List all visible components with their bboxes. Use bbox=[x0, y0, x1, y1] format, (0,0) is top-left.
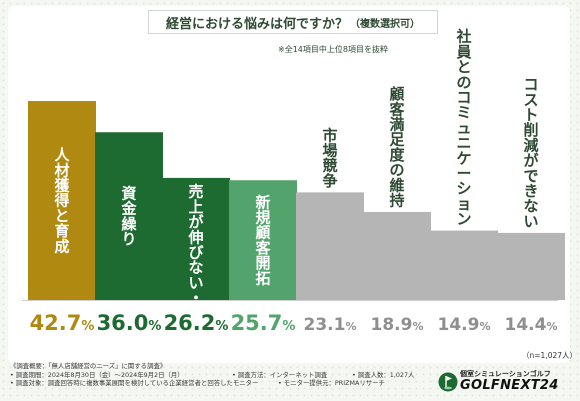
bar-1 bbox=[28, 101, 96, 300]
category-label-7: 社員とのコミュニケーション bbox=[455, 28, 471, 228]
bar-6 bbox=[363, 211, 431, 300]
chart-title-box: 経営における悩みは何ですか？ （複数選択可） bbox=[148, 10, 438, 34]
value-label-2: 36.0% bbox=[97, 311, 162, 335]
bar-7 bbox=[430, 230, 498, 300]
chart-note: ※全14項目中上位8項目を抜粋 bbox=[278, 45, 388, 54]
category-label-3: 売上が伸びない・不安定 bbox=[187, 183, 204, 353]
bar-4 bbox=[229, 180, 297, 300]
bar-3 bbox=[162, 177, 230, 300]
chart-title: 経営における悩みは何ですか？ bbox=[165, 16, 348, 32]
bar-5 bbox=[296, 192, 364, 300]
value-label-3: 26.2% bbox=[164, 311, 229, 335]
value-label-4: 25.7% bbox=[231, 311, 296, 335]
brand-block: 個室シミュレーションゴルフ GOLFNEXT24 bbox=[436, 368, 576, 396]
brand-name: GOLFNEXT24 bbox=[460, 378, 559, 393]
category-label-6: 顧客満足度の維持 bbox=[388, 85, 405, 209]
category-label-5: 市場競争 bbox=[322, 126, 337, 190]
value-label-1: 42.7% bbox=[30, 311, 95, 335]
value-label-7: 14.9% bbox=[438, 315, 491, 335]
survey-respondents: • 調査人数：1,027人 bbox=[352, 370, 415, 379]
bar-2 bbox=[95, 132, 163, 300]
survey-method: • 調査方法：インターネット調査 bbox=[232, 370, 328, 379]
survey-footer: 《調査概要：「無人店舗経営のニーズ」に関する調査》 • 調査期間：2024年8月… bbox=[10, 362, 430, 388]
brand-subtitle: 個室シミュレーションゴルフ bbox=[460, 370, 551, 378]
survey-target: • 調査対象：調査回答時に複数事業展開を検討している企業経営者と回答したモニター bbox=[10, 379, 259, 388]
bar-8 bbox=[497, 232, 565, 300]
golf-flag-icon bbox=[438, 372, 458, 392]
category-label-4: 新規顧客開拓 bbox=[254, 193, 271, 287]
survey-period: • 調査期間：2024年8月30日（金）〜2024年9月2日（月） bbox=[10, 370, 184, 379]
chart-title-sub: （複数選択可） bbox=[350, 18, 420, 30]
category-label-8: コスト削減ができない bbox=[523, 76, 539, 231]
value-label-5: 23.1% bbox=[304, 315, 357, 335]
survey-title: 《調査概要：「無人店舗経営のニーズ」に関する調査》 bbox=[10, 362, 167, 370]
sample-size-label: （n=1,027人） bbox=[522, 351, 578, 360]
category-label-1: 人材獲得と育成 bbox=[53, 146, 70, 255]
category-label-2: 資金繰り bbox=[120, 184, 137, 248]
value-label-8: 14.4% bbox=[505, 315, 558, 335]
value-label-6: 18.9% bbox=[371, 315, 424, 335]
survey-provider: • モニター提供元：PRIZMAリサーチ bbox=[278, 379, 385, 388]
